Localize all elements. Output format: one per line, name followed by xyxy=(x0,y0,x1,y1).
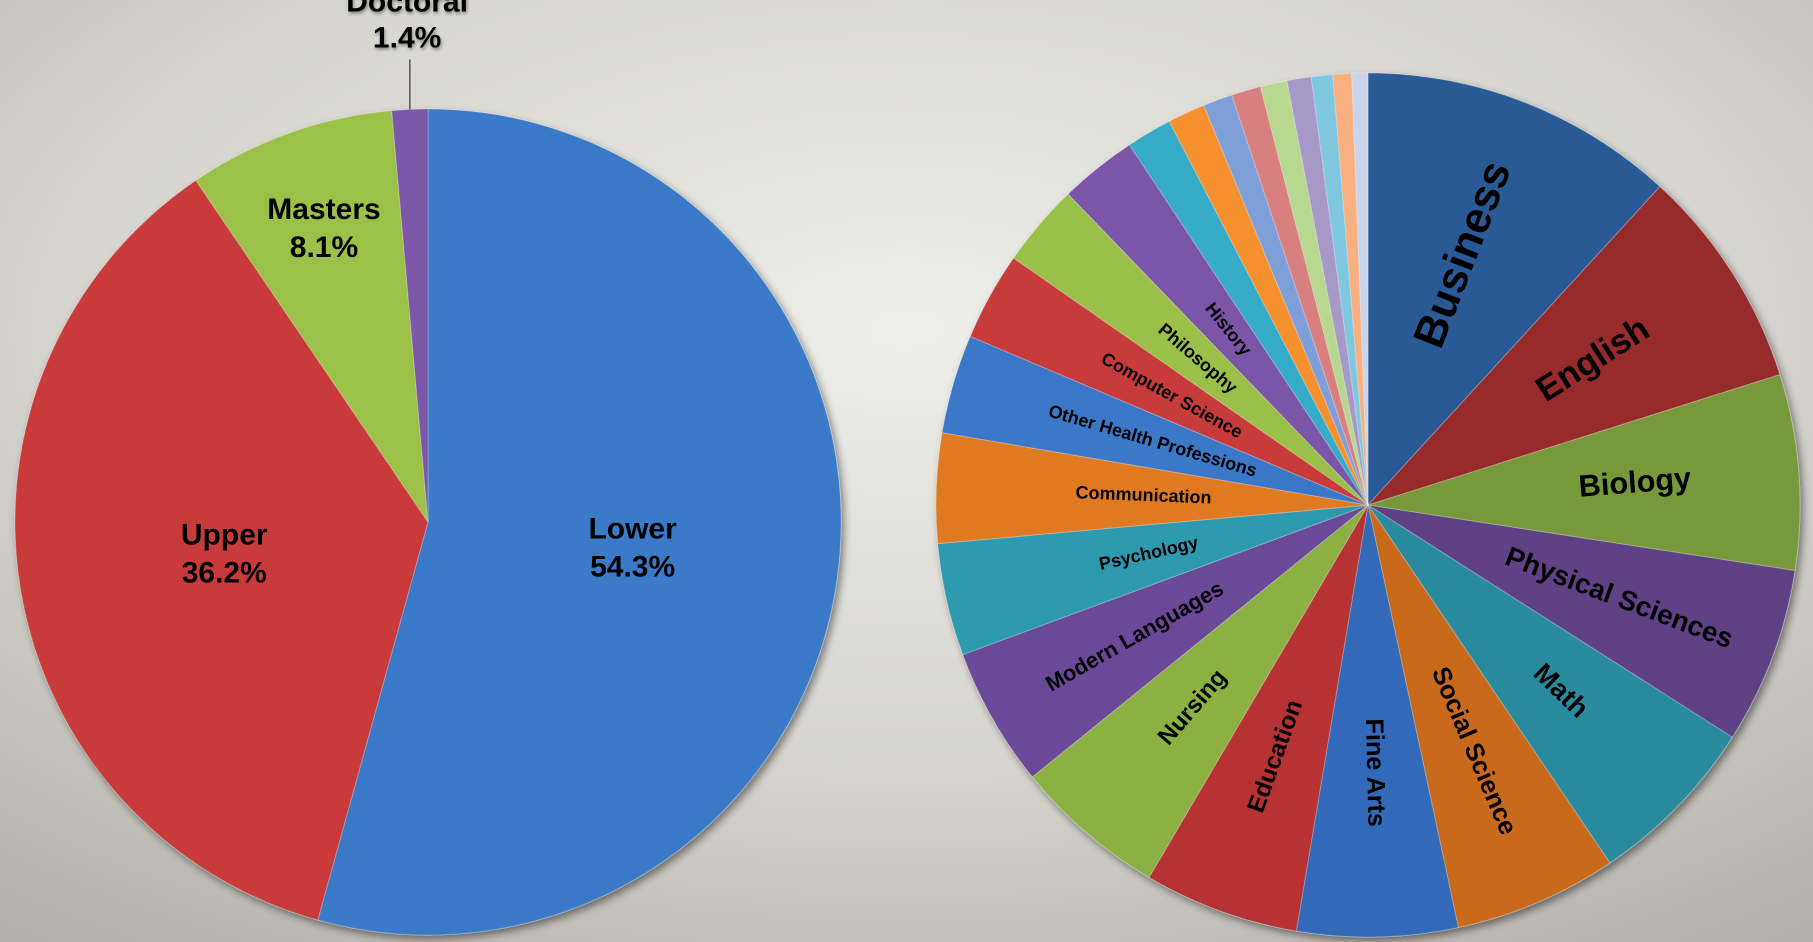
slice-label: Doctoral xyxy=(346,0,468,18)
pie-slice xyxy=(1148,504,1369,932)
slice-label: Biology xyxy=(1577,460,1692,504)
pie-slice xyxy=(962,504,1369,778)
value-label: 36.2% xyxy=(182,557,267,590)
pie-slice xyxy=(14,179,429,921)
pie-chart xyxy=(935,72,1801,938)
pie-slice xyxy=(1367,504,1796,738)
pie-slice xyxy=(1031,504,1369,879)
value-label: 8.1% xyxy=(290,231,358,264)
pie-slice xyxy=(1367,504,1733,864)
pie-slice xyxy=(1367,504,1611,929)
slice-label: Upper xyxy=(181,519,268,552)
pie-slice xyxy=(1367,373,1801,572)
slice-label: Lower xyxy=(588,513,677,546)
pie-slice xyxy=(1366,185,1781,507)
pie-slice xyxy=(1351,72,1369,506)
value-label: 54.3% xyxy=(590,551,675,584)
pie-slice xyxy=(317,108,842,936)
value-label: 1.4% xyxy=(373,21,441,54)
pie-slice xyxy=(391,108,429,523)
pie-slice xyxy=(1295,504,1459,938)
slice-label: Masters xyxy=(267,193,380,226)
pie-chart xyxy=(14,108,842,936)
pie-slice xyxy=(1367,72,1661,507)
pie-slice xyxy=(195,110,429,524)
slice-label: Fine Arts xyxy=(1360,718,1390,827)
